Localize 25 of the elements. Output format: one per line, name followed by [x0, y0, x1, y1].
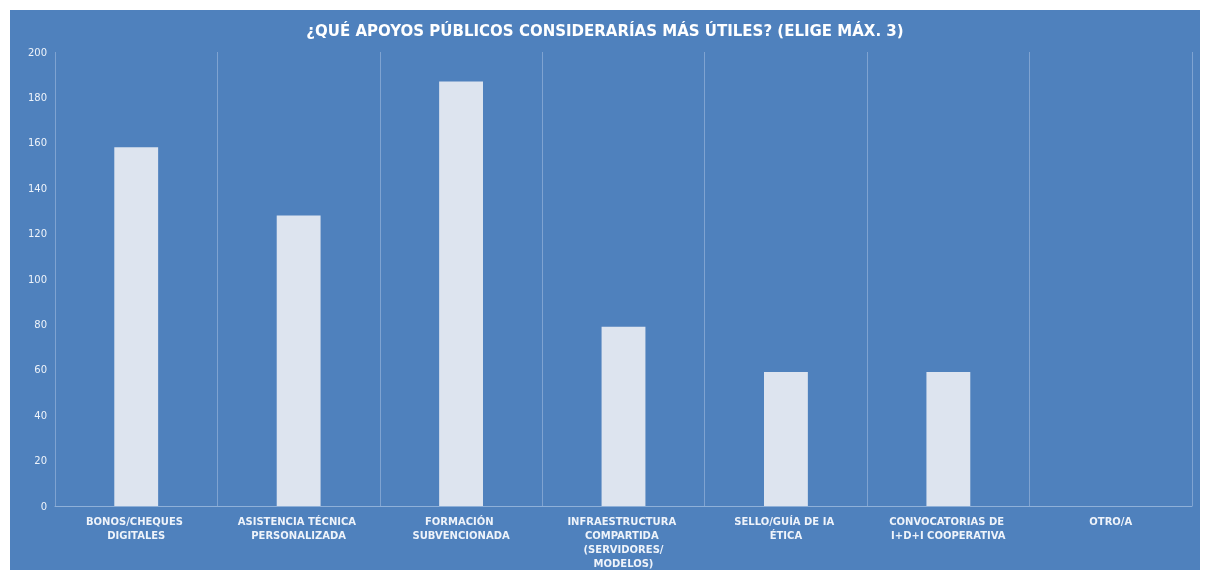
bar [276, 215, 321, 506]
x-tick-label: CONVOCATORIAS DE I+D+I COOPERATIVA [889, 515, 1008, 541]
y-tick-label: 100 [27, 273, 47, 285]
y-tick-label: 140 [27, 182, 47, 194]
chart-title: ¿QUÉ APOYOS PÚBLICOS CONSIDERARÍAS MÁS ÚTILES? (ELIGE MÁX. 3) [306, 20, 904, 40]
y-tick-label: 80 [34, 318, 47, 330]
x-tick-label: BONOS/CHEQUES DIGITALES [85, 515, 187, 541]
bar [764, 372, 808, 506]
y-tick-label: 160 [27, 137, 47, 149]
x-tick-label: INFRAESTRUCTURA COMPARTIDA (SERVIDORES/MODELOS) [567, 515, 680, 569]
y-tick-label: 40 [34, 409, 47, 421]
y-tick-label: 120 [27, 228, 47, 240]
y-tick-label: 200 [27, 46, 47, 58]
y-tick-label: 0 [40, 500, 47, 512]
bar [439, 81, 483, 506]
bar [601, 326, 646, 506]
y-tick-label: 20 [34, 455, 47, 467]
x-tick-label: ASISTENCIA TÉCNICA PERSONALIZADA [237, 514, 360, 541]
bar [926, 372, 971, 506]
x-tick-label: SELLO/GUÍA DE IA ÉTICA [734, 514, 838, 541]
y-tick-label: 60 [34, 364, 47, 376]
y-tick-label: 180 [27, 91, 47, 103]
x-tick-label: FORMACIÓN SUBVENCIONADA [412, 514, 510, 541]
x-tick-label: OTRO/A [1089, 515, 1133, 527]
bar [114, 147, 159, 506]
